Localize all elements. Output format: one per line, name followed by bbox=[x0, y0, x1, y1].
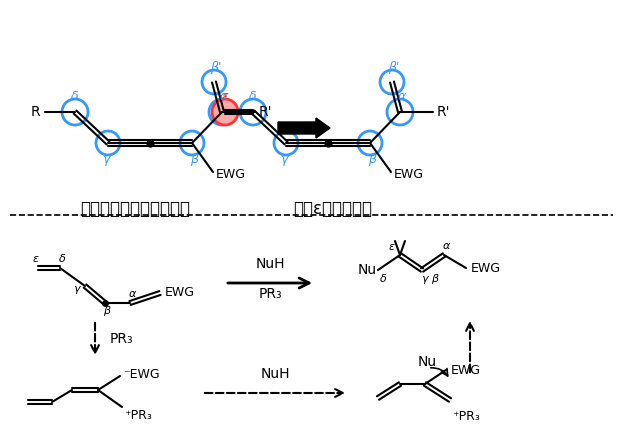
Text: Nu: Nu bbox=[358, 263, 377, 277]
Text: α: α bbox=[442, 241, 450, 251]
Text: 新的ε位反应位点: 新的ε位反应位点 bbox=[293, 200, 373, 218]
Text: PR₃: PR₃ bbox=[110, 332, 133, 346]
Text: NuH: NuH bbox=[255, 257, 285, 271]
Text: PR₃: PR₃ bbox=[258, 287, 282, 301]
FancyArrow shape bbox=[278, 118, 330, 138]
Text: 联烯酸酯的经典反应位点: 联烯酸酯的经典反应位点 bbox=[80, 200, 190, 218]
Text: ⁺PR₃: ⁺PR₃ bbox=[124, 409, 152, 422]
Text: EWG: EWG bbox=[471, 261, 501, 274]
Text: EWG: EWG bbox=[394, 167, 424, 180]
Text: γ: γ bbox=[102, 153, 110, 166]
Text: EWG: EWG bbox=[451, 364, 481, 377]
Text: NuH: NuH bbox=[260, 367, 290, 381]
Text: δ: δ bbox=[71, 90, 79, 103]
Text: δ: δ bbox=[379, 274, 386, 284]
Text: α: α bbox=[128, 289, 136, 299]
Text: δ: δ bbox=[59, 254, 65, 264]
Text: γ: γ bbox=[73, 284, 79, 294]
Text: ε: ε bbox=[33, 254, 39, 264]
Text: α: α bbox=[398, 90, 406, 103]
Text: δ: δ bbox=[249, 90, 257, 103]
Text: ⁺PR₃: ⁺PR₃ bbox=[452, 410, 480, 423]
Text: β: β bbox=[103, 306, 110, 316]
Text: β': β' bbox=[388, 60, 400, 73]
Text: β: β bbox=[190, 153, 198, 166]
Text: β: β bbox=[368, 153, 376, 166]
Text: R': R' bbox=[259, 105, 272, 119]
Text: γ: γ bbox=[421, 274, 427, 284]
Text: R': R' bbox=[437, 105, 450, 119]
Text: EWG: EWG bbox=[165, 287, 195, 299]
Circle shape bbox=[212, 99, 238, 125]
Text: R: R bbox=[31, 105, 40, 119]
Text: ε: ε bbox=[389, 242, 395, 252]
Text: γ: γ bbox=[280, 153, 288, 166]
Text: β: β bbox=[432, 274, 439, 284]
Text: α: α bbox=[220, 90, 228, 103]
Text: β': β' bbox=[211, 60, 222, 73]
Text: EWG: EWG bbox=[216, 167, 246, 180]
Text: ε: ε bbox=[222, 90, 229, 103]
Text: ⁻EWG: ⁻EWG bbox=[123, 368, 159, 382]
Text: Nu: Nu bbox=[418, 355, 437, 369]
